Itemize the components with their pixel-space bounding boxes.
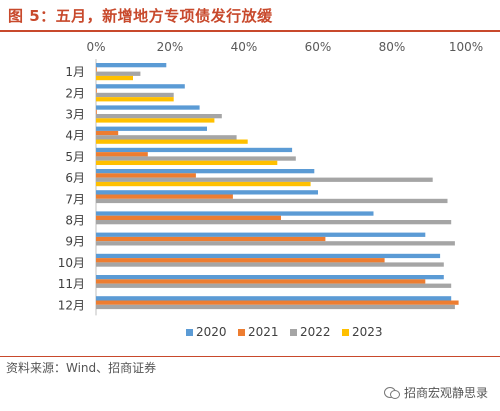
bar-2022-5 bbox=[96, 156, 296, 161]
watermark: 招商宏观静思录 bbox=[383, 384, 488, 401]
y-category-label: 8月 bbox=[65, 214, 85, 228]
y-category-label: 1月 bbox=[65, 65, 85, 79]
bar-2020-1 bbox=[96, 63, 167, 68]
bar-2023-3 bbox=[96, 118, 215, 123]
legend-label-2023: 2023 bbox=[352, 325, 383, 339]
bar-2022-6 bbox=[96, 177, 433, 182]
y-category-label: 3月 bbox=[65, 108, 85, 122]
bar-2020-11 bbox=[96, 275, 444, 280]
watermark-label: 招商宏观静思录 bbox=[403, 386, 488, 400]
y-category-label: 5月 bbox=[65, 150, 85, 164]
bar-2023-5 bbox=[96, 160, 278, 165]
bar-2022-1 bbox=[96, 71, 141, 76]
x-tick-label: 0% bbox=[86, 40, 105, 54]
bar-2023-1 bbox=[96, 75, 133, 81]
legend-label-2021: 2021 bbox=[248, 325, 279, 339]
legend-label-2022: 2022 bbox=[300, 325, 331, 339]
bar-2021-1 bbox=[96, 67, 97, 72]
y-category-label: 6月 bbox=[65, 171, 85, 185]
bar-2021-3 bbox=[96, 109, 97, 114]
bar-chart: 0% 20% 40% 60% 80% 100% 1月 2月 3月 4月 5月 6月 7月 8月 9月 10月 1… bbox=[58, 40, 483, 339]
legend-swatch-2022 bbox=[290, 329, 297, 336]
bar-2020-8 bbox=[96, 211, 374, 216]
bar-2021-4 bbox=[96, 130, 119, 136]
bar-2021-10 bbox=[96, 258, 385, 263]
x-tick-label: 60% bbox=[305, 40, 332, 54]
bar-2021-2 bbox=[96, 88, 97, 93]
bar-2020-7 bbox=[96, 190, 318, 195]
bar-2022-4 bbox=[96, 135, 237, 140]
bar-2020-4 bbox=[96, 126, 207, 131]
title-divider bbox=[0, 30, 500, 32]
bar-2022-10 bbox=[96, 262, 444, 267]
legend-swatch-2020 bbox=[186, 329, 193, 336]
bar-2022-3 bbox=[96, 114, 222, 119]
x-tick-label: 40% bbox=[231, 40, 258, 54]
bar-2020-2 bbox=[96, 84, 185, 89]
y-category-label: 7月 bbox=[65, 192, 85, 206]
x-tick-label: 100% bbox=[449, 40, 483, 54]
bar-2021-6 bbox=[96, 173, 196, 178]
bar-2020-6 bbox=[96, 169, 315, 174]
chart-title: 图 5：五月，新增地方专项债发行放缓 bbox=[8, 7, 273, 25]
x-tick-label: 20% bbox=[157, 40, 184, 54]
bar-2020-10 bbox=[96, 253, 441, 259]
bar-2021-9 bbox=[96, 236, 326, 242]
bar-2023-2 bbox=[96, 97, 174, 102]
legend-swatch-2023 bbox=[342, 329, 349, 336]
y-category-label: 11月 bbox=[58, 277, 85, 291]
bar-2020-9 bbox=[96, 232, 426, 237]
bar-2022-7 bbox=[96, 198, 448, 204]
footer-divider bbox=[0, 356, 500, 357]
bar-2021-8 bbox=[96, 215, 281, 220]
bar-2023-4 bbox=[96, 139, 248, 144]
legend-label-2020: 2020 bbox=[196, 325, 227, 339]
bar-2020-5 bbox=[96, 147, 293, 153]
y-category-label: 12月 bbox=[58, 298, 85, 312]
legend-swatch-2021 bbox=[238, 329, 245, 336]
bar-2021-11 bbox=[96, 279, 426, 284]
bar-2021-12 bbox=[96, 300, 459, 305]
bar-2021-7 bbox=[96, 194, 233, 199]
y-category-label: 10月 bbox=[58, 256, 85, 270]
y-category-label: 4月 bbox=[65, 129, 85, 143]
bar-2022-11 bbox=[96, 283, 452, 288]
bar-2020-12 bbox=[96, 296, 452, 301]
bar-2022-9 bbox=[96, 241, 455, 246]
y-category-label: 2月 bbox=[65, 86, 85, 100]
bar-2021-5 bbox=[96, 152, 148, 157]
bar-2022-12 bbox=[96, 304, 455, 310]
bar-2023-6 bbox=[96, 181, 311, 187]
bar-2020-3 bbox=[96, 105, 200, 110]
source-note: 资料来源：Wind、招商证券 bbox=[6, 361, 157, 375]
y-category-label: 9月 bbox=[65, 235, 85, 249]
x-tick-label: 80% bbox=[379, 40, 406, 54]
bar-2022-8 bbox=[96, 220, 452, 225]
wechat-icon bbox=[383, 386, 400, 400]
bar-2022-2 bbox=[96, 92, 174, 98]
